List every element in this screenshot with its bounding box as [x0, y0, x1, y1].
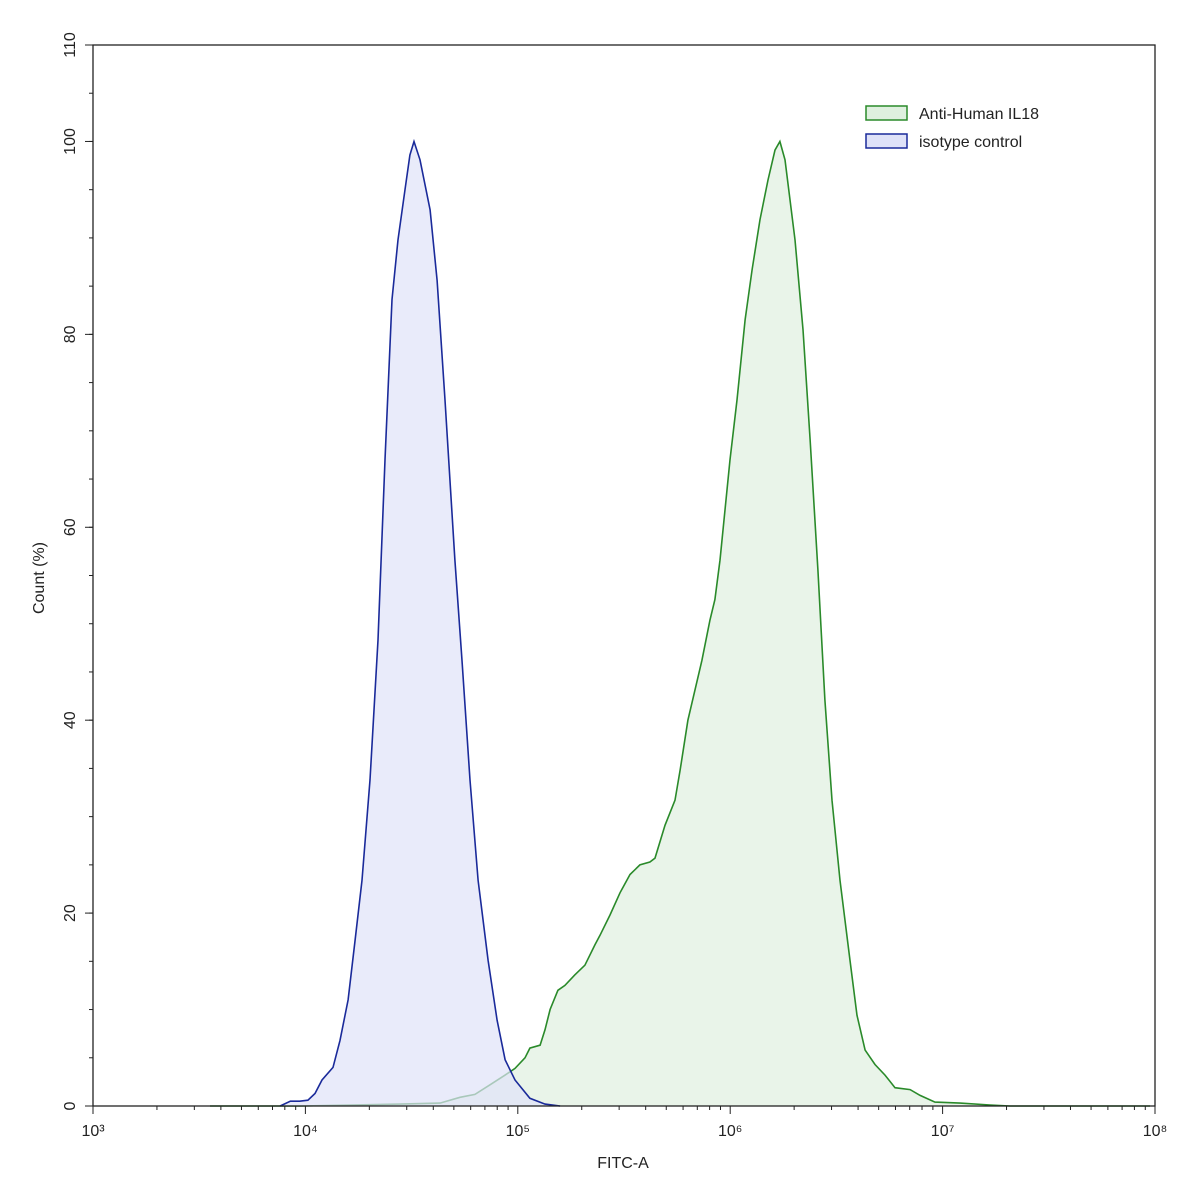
legend-swatch: [865, 105, 908, 121]
y-tick-label: 40: [62, 711, 79, 729]
y-tick-label: 100: [62, 128, 79, 155]
x-tick-label: 10³: [81, 1123, 105, 1140]
legend-label: isotype control: [919, 134, 1022, 151]
x-tick-label: 10⁴: [293, 1123, 318, 1140]
y-tick-label: 110: [62, 32, 79, 58]
y-tick-label: 20: [62, 904, 79, 922]
legend-label: Anti-Human IL18: [919, 106, 1039, 123]
y-tick-label: 60: [62, 518, 79, 536]
histogram-area: [210, 141, 1150, 1106]
x-tick-label: 10⁸: [1143, 1123, 1168, 1140]
y-tick-label: 80: [62, 325, 79, 343]
histogram-area: [280, 141, 561, 1106]
x-tick-label: 10⁷: [931, 1123, 955, 1140]
y-axis-label: Count (%): [31, 542, 48, 614]
x-axis-label: FITC-A: [597, 1155, 649, 1172]
x-tick-label: 10⁵: [506, 1123, 530, 1140]
y-tick-label: 0: [62, 1101, 79, 1110]
histogram-line: [210, 139, 1150, 1107]
legend-swatch: [865, 133, 908, 149]
histogram-line: [279, 138, 561, 1107]
x-tick-label: 10⁶: [718, 1123, 742, 1140]
